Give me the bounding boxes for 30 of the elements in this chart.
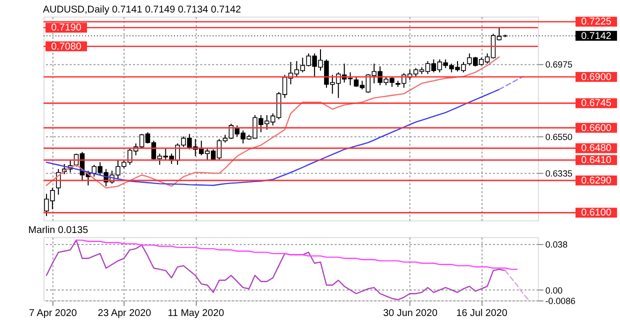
y-tick-label: -0.0086 <box>545 296 576 306</box>
ref-line-label: 0.7225 <box>581 16 612 28</box>
y-tick-label: 0.6975 <box>545 60 573 70</box>
line-series <box>504 270 530 302</box>
chart-title: AUDUSD,Daily 0.7141 0.7149 0.7134 0.7142 <box>42 4 242 16</box>
x-tick-label: 7 Apr 2020 <box>29 308 78 319</box>
y-tick-label: 0.00 <box>545 285 563 296</box>
ref-line-label: 0.6290 <box>581 175 612 186</box>
line-series <box>46 88 500 186</box>
ref-line-label: 0.7190 <box>51 22 82 34</box>
y-tick-label: 0.038 <box>545 239 568 250</box>
ref-line-label: 0.6410 <box>581 155 612 166</box>
y-tick-label: 0.6335 <box>545 168 573 178</box>
ref-line-label: 0.6480 <box>581 143 612 154</box>
line-series <box>76 240 518 270</box>
ref-line-label: 0.7080 <box>51 41 82 52</box>
x-tick-label: 16 Jul 2020 <box>456 308 508 319</box>
chart-title: Marlin 0.0135 <box>28 225 89 236</box>
line-series <box>46 56 500 189</box>
x-tick-label: 11 May 2020 <box>168 308 225 319</box>
ref-line-label: 0.6900 <box>581 72 612 83</box>
ref-line-label: 0.6745 <box>581 98 612 110</box>
x-tick-label: 23 Apr 2020 <box>98 308 152 319</box>
ref-line-label: 0.6600 <box>581 122 612 134</box>
ref-line-label: 0.6100 <box>581 208 612 219</box>
ref-line-label: 0.7142 <box>581 30 612 42</box>
line-series <box>498 76 524 90</box>
x-tick-label: 30 Jun 2020 <box>383 308 438 319</box>
line-series <box>46 240 506 300</box>
y-tick-label: 0.6550 <box>545 132 573 142</box>
